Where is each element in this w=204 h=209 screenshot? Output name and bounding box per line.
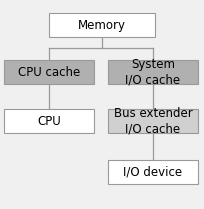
Text: I/O device: I/O device (123, 166, 183, 179)
Text: CPU: CPU (37, 115, 61, 128)
FancyBboxPatch shape (49, 13, 155, 37)
FancyBboxPatch shape (4, 60, 94, 84)
Text: System
I/O cache: System I/O cache (125, 58, 181, 86)
FancyBboxPatch shape (108, 161, 198, 185)
Text: CPU cache: CPU cache (18, 66, 80, 79)
FancyBboxPatch shape (4, 109, 94, 133)
FancyBboxPatch shape (108, 109, 198, 133)
FancyBboxPatch shape (108, 60, 198, 84)
Text: Bus extender
I/O cache: Bus extender I/O cache (114, 107, 192, 135)
Text: Memory: Memory (78, 19, 126, 32)
